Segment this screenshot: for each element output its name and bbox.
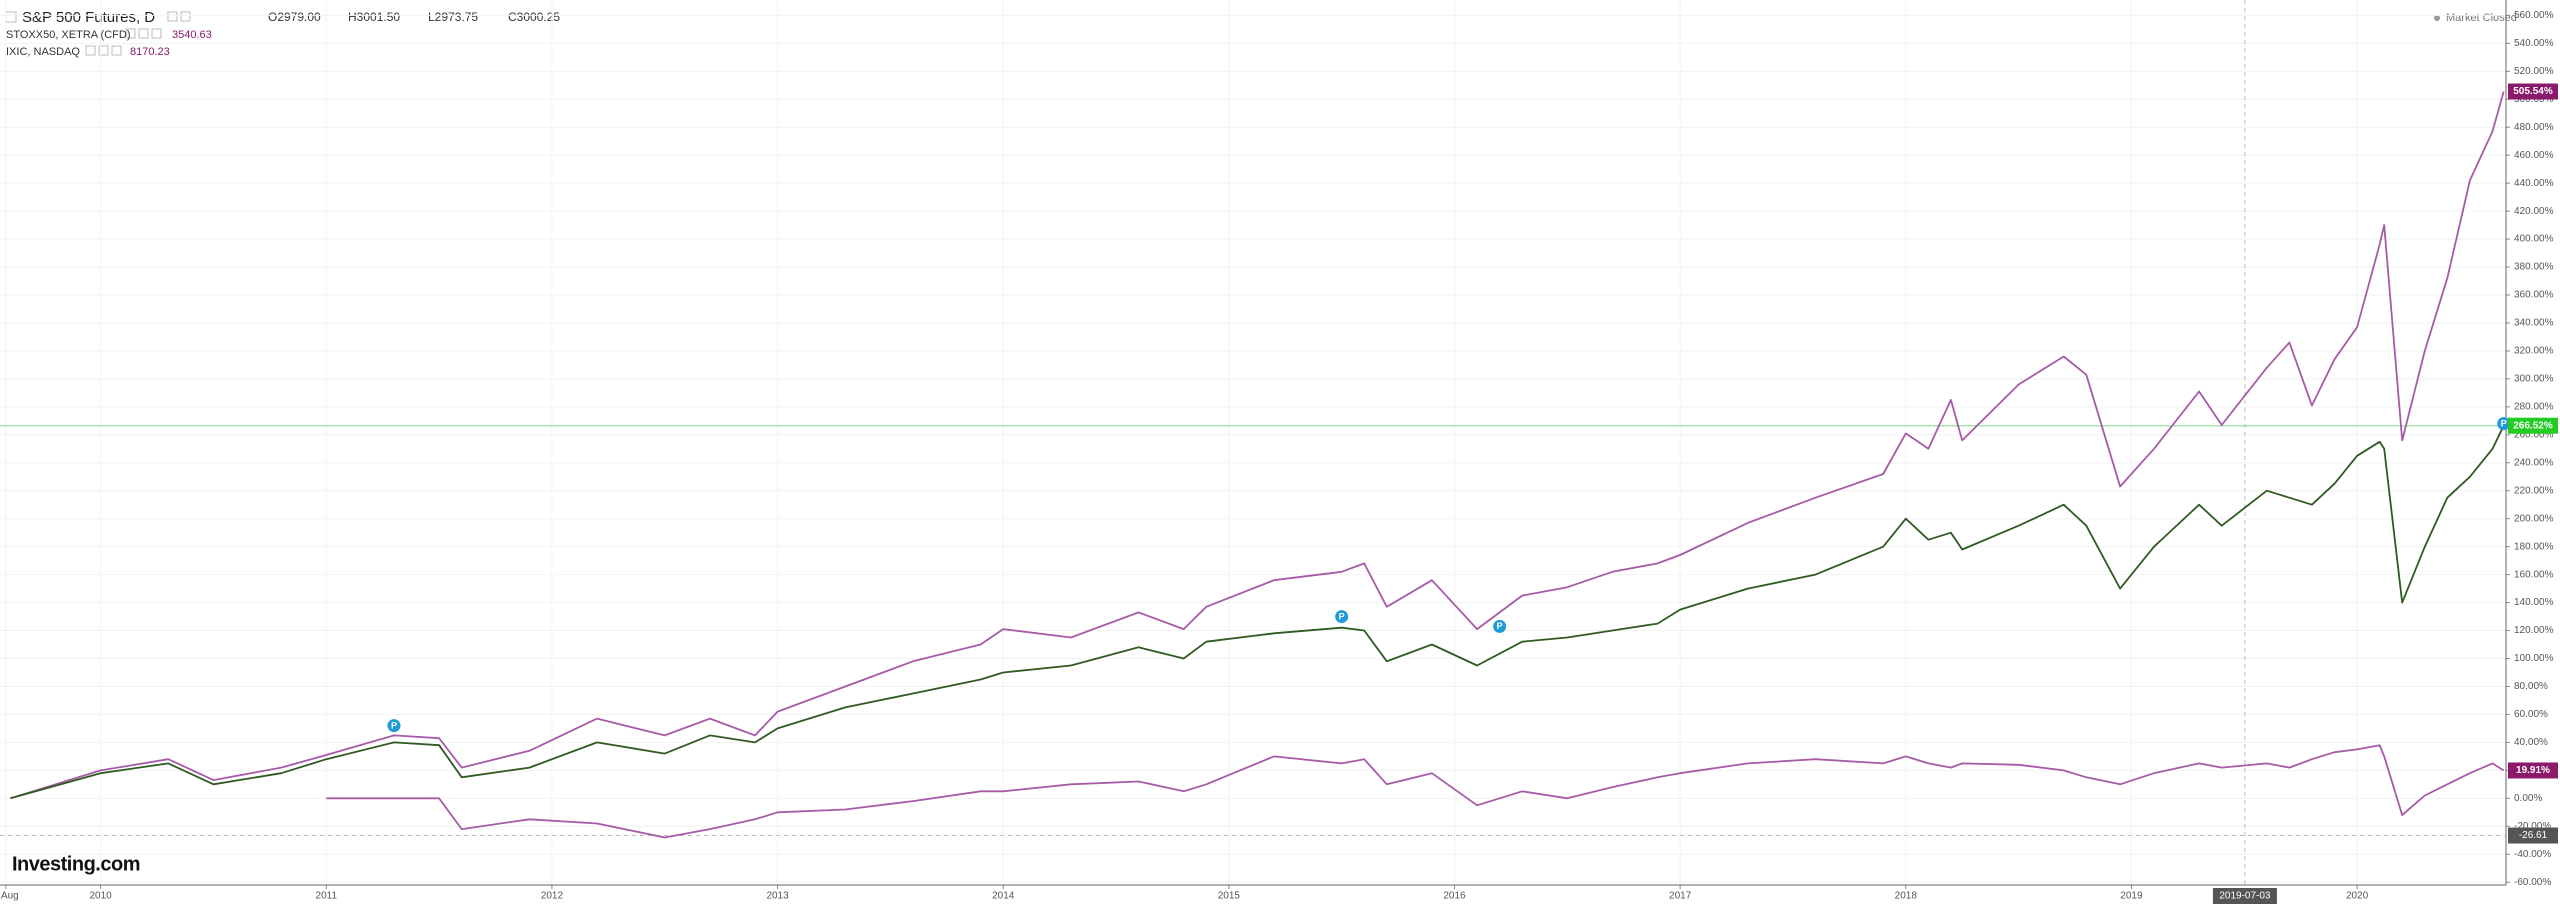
y-tick-label: 0.00% <box>2514 793 2542 804</box>
x-tick-label: 2017 <box>1669 891 1692 902</box>
event-marker <box>1335 610 1349 624</box>
y-tick-label: 160.00% <box>2514 569 2554 580</box>
series-line <box>326 744 2505 839</box>
x-tick-label: 2018 <box>1895 891 1918 902</box>
y-tick-label: 540.00% <box>2514 38 2554 49</box>
x-tick-label: 2014 <box>992 891 1015 902</box>
x-tick-label: 2010 <box>90 891 113 902</box>
legend-icons <box>5 11 191 56</box>
price-badge <box>2508 417 2558 434</box>
y-tick-label: 220.00% <box>2514 485 2554 496</box>
crosshair-y-badge <box>2508 827 2558 844</box>
legend-value: 3540.63 <box>172 29 212 41</box>
crosshair-x-badge <box>2212 888 2277 904</box>
y-tick-label: 560.00% <box>2514 10 2554 21</box>
x-tick-label: 2020 <box>2346 891 2369 902</box>
y-tick-label: 120.00% <box>2514 625 2554 636</box>
y-tick-label: 400.00% <box>2514 234 2554 245</box>
legend-value: 8170.23 <box>130 46 170 58</box>
y-tick-label: 320.00% <box>2514 346 2554 357</box>
y-tick-label: -20.00% <box>2514 821 2551 832</box>
event-label: P <box>2501 419 2507 429</box>
y-tick-label: 420.00% <box>2514 206 2554 217</box>
y-tick-label: 440.00% <box>2514 178 2554 189</box>
series-line <box>10 91 2505 800</box>
crosshair-y-label: -26.61 <box>2519 830 2548 841</box>
ohlc-value: O2979.00 <box>268 10 321 24</box>
x-tick-label: Aug <box>1 891 19 902</box>
y-tick-label: 180.00% <box>2514 541 2554 552</box>
y-tick-label: 240.00% <box>2514 457 2554 468</box>
y-tick-label: 380.00% <box>2514 262 2554 273</box>
y-tick-label: 260.00% <box>2514 429 2554 440</box>
x-tick-label: 2011 <box>316 891 338 902</box>
y-tick-label: 100.00% <box>2514 653 2554 664</box>
event-label: P <box>1497 621 1503 631</box>
y-tick-label: 460.00% <box>2514 150 2554 161</box>
x-tick-label: 2019 <box>2120 891 2143 902</box>
y-tick-label: -40.00% <box>2514 849 2551 860</box>
y-tick-label: 280.00% <box>2514 401 2554 412</box>
series-line <box>10 425 2505 800</box>
event-marker <box>1493 619 1507 633</box>
y-tick-label: 80.00% <box>2514 681 2548 692</box>
grid <box>0 0 2506 885</box>
crosshair-x-label: 2019-07-03 <box>2219 891 2271 902</box>
event-label: P <box>391 720 397 730</box>
y-tick-label: 40.00% <box>2514 737 2548 748</box>
price-badge <box>2508 83 2558 100</box>
ohlc-value: C3000.25 <box>508 10 560 24</box>
legend-name: IXIC, NASDAQ <box>6 46 80 58</box>
legend-name: STOXX50, XETRA (CFD) <box>6 29 131 41</box>
price-badge <box>2508 762 2558 779</box>
y-tick-label: 200.00% <box>2514 513 2554 524</box>
y-tick-label: 140.00% <box>2514 597 2554 608</box>
event-marker <box>2497 417 2511 431</box>
y-tick-label: 480.00% <box>2514 122 2554 133</box>
event-marker <box>387 719 401 733</box>
y-tick-label: 360.00% <box>2514 290 2554 301</box>
x-tick-label: 2013 <box>766 891 789 902</box>
y-tick-label: -60.00% <box>2514 877 2551 888</box>
chart-title: S&P 500 Futures, D <box>22 9 155 26</box>
price-badge-label: 505.54% <box>2513 86 2553 97</box>
ohlc-value: L2973.75 <box>428 10 478 24</box>
status-dot <box>2434 15 2440 21</box>
price-badge-label: 19.91% <box>2516 765 2550 776</box>
x-tick-label: 2015 <box>1218 891 1241 902</box>
y-tick-label: 520.00% <box>2514 66 2554 77</box>
event-label: P <box>1339 611 1345 621</box>
y-tick-label: 60.00% <box>2514 709 2548 720</box>
y-tick-label: 340.00% <box>2514 318 2554 329</box>
brand-logo: Investing.com <box>12 853 140 875</box>
price-badge-label: 266.52% <box>2513 420 2553 431</box>
ohlc-value: H3001.50 <box>348 10 400 24</box>
x-tick-label: 2012 <box>541 891 564 902</box>
x-tick-label: 2016 <box>1443 891 1466 902</box>
y-tick-label: 300.00% <box>2514 374 2554 385</box>
